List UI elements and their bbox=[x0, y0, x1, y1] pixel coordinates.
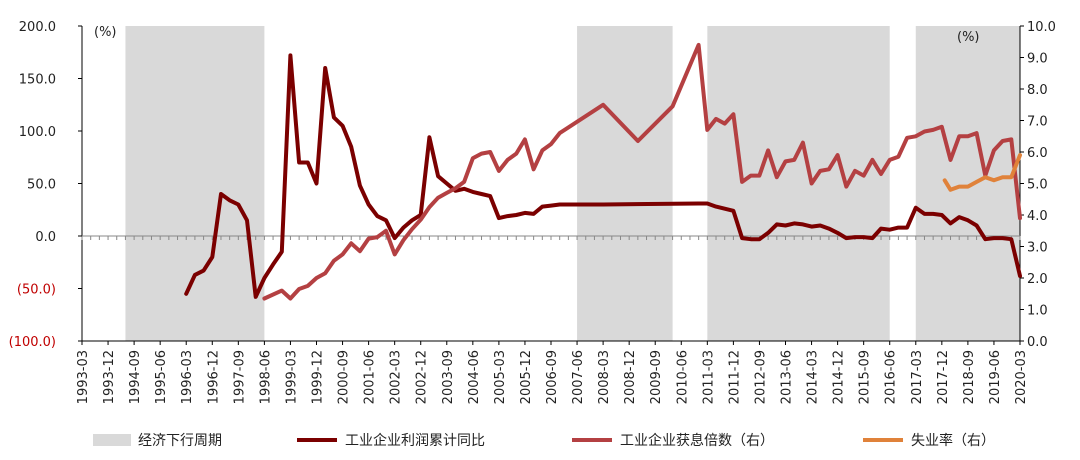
x-tick-label: 2007-06 bbox=[571, 350, 586, 404]
x-tick-label: 1999-12 bbox=[311, 350, 326, 404]
legend: 经济下行周期 工业企业利润累计同比 工业企业获息倍数（右） 失业率（右） bbox=[93, 432, 995, 449]
right-tick-label: 2.0 bbox=[1027, 272, 1048, 287]
downturn-band-3 bbox=[707, 26, 890, 341]
x-tick-label: 2006-09 bbox=[545, 350, 560, 404]
x-tick-label: 2003-09 bbox=[441, 350, 456, 404]
downturn-band-2 bbox=[577, 26, 673, 341]
x-tick-label: 1997-09 bbox=[232, 350, 247, 404]
right-tick-label: 4.0 bbox=[1027, 209, 1048, 224]
downturn-band-1 bbox=[125, 26, 265, 341]
legend-label-series-3: 失业率（右） bbox=[911, 432, 995, 449]
x-tick-label: 2002-03 bbox=[389, 350, 404, 404]
legend-label-series-1: 工业企业利润累计同比 bbox=[345, 432, 485, 449]
x-tick-label: 2020-03 bbox=[1014, 350, 1029, 404]
x-tick-label: 2014-03 bbox=[806, 350, 821, 404]
right-tick-label: 10.0 bbox=[1027, 20, 1056, 35]
downturn-band-4 bbox=[915, 26, 1020, 341]
x-tick-label: 2004-06 bbox=[467, 350, 482, 404]
x-tick-label: 1993-03 bbox=[76, 350, 91, 404]
left-tick-label: (100.0) bbox=[9, 335, 56, 350]
x-tick-label: 2009-09 bbox=[649, 350, 664, 404]
x-tick-label: 1999-03 bbox=[284, 350, 299, 404]
series-lines bbox=[184, 42, 1022, 301]
downturn-bands bbox=[125, 26, 1020, 341]
left-tick-label: (50.0) bbox=[17, 283, 56, 298]
x-tick-label: 2016-06 bbox=[884, 350, 899, 404]
x-tick-label: 2002-12 bbox=[415, 350, 430, 404]
x-tick-label: 2008-12 bbox=[623, 350, 638, 404]
right-tick-label: 7.0 bbox=[1027, 115, 1048, 130]
x-tick-label: 1996-03 bbox=[180, 350, 195, 404]
x-tick-label: 2000-09 bbox=[337, 350, 352, 404]
x-tick-label: 2013-06 bbox=[780, 350, 795, 404]
x-tick-label: 2014-12 bbox=[832, 350, 847, 404]
x-tick-label: 2019-06 bbox=[988, 350, 1003, 404]
x-tick-label: 2012-09 bbox=[753, 350, 768, 404]
legend-label-downturn: 经济下行周期 bbox=[138, 433, 222, 449]
series-line-3 bbox=[942, 153, 1022, 192]
left-axis-unit: (%) bbox=[94, 25, 117, 40]
right-tick-label: 6.0 bbox=[1027, 146, 1048, 161]
x-tick-label: 1998-06 bbox=[258, 350, 273, 404]
x-tick-label: 2018-09 bbox=[962, 350, 977, 404]
x-tick-label: 2008-03 bbox=[597, 350, 612, 404]
x-tick-label: 1993-12 bbox=[102, 350, 117, 404]
right-axis-unit: (%) bbox=[957, 30, 980, 45]
left-tick-label: 150.0 bbox=[19, 73, 56, 88]
tick-labels: 200.0 150.0 100.0 50.0 0.0 (50.0) (100.0) 10.0 9… bbox=[9, 20, 1056, 404]
left-tick-label: 0.0 bbox=[35, 230, 56, 245]
left-tick-label: 50.0 bbox=[27, 178, 56, 193]
x-tick-label: 1994-09 bbox=[128, 350, 143, 404]
series-line-1 bbox=[184, 53, 1022, 299]
legend-label-series-2: 工业企业获息倍数（右） bbox=[620, 432, 774, 449]
right-tick-label: 8.0 bbox=[1027, 83, 1048, 98]
left-tick-label: 200.0 bbox=[19, 20, 56, 35]
x-tick-label: 2011-12 bbox=[727, 350, 742, 404]
x-tick-label: 2005-12 bbox=[519, 350, 534, 404]
x-tick-label: 2017-12 bbox=[936, 350, 951, 404]
right-tick-label: 9.0 bbox=[1027, 52, 1048, 67]
x-tick-label: 2001-06 bbox=[363, 350, 378, 404]
x-tick-label: 2015-09 bbox=[858, 350, 873, 404]
x-tick-label: 1995-06 bbox=[154, 350, 169, 404]
x-tick-label: 2011-03 bbox=[701, 350, 716, 404]
right-tick-label: 3.0 bbox=[1027, 241, 1048, 256]
right-tick-label: 0.0 bbox=[1027, 335, 1048, 350]
x-tick-label: 1996-12 bbox=[206, 350, 221, 404]
left-tick-label: 100.0 bbox=[19, 125, 56, 140]
right-tick-label: 1.0 bbox=[1027, 304, 1048, 319]
series-line-2 bbox=[262, 42, 1022, 301]
x-tick-label: 2017-03 bbox=[910, 350, 925, 404]
right-tick-label: 5.0 bbox=[1027, 178, 1048, 193]
x-tick-label: 2010-06 bbox=[675, 350, 690, 404]
legend-swatch-downturn bbox=[93, 434, 131, 446]
x-tick-label: 2005-03 bbox=[493, 350, 508, 404]
